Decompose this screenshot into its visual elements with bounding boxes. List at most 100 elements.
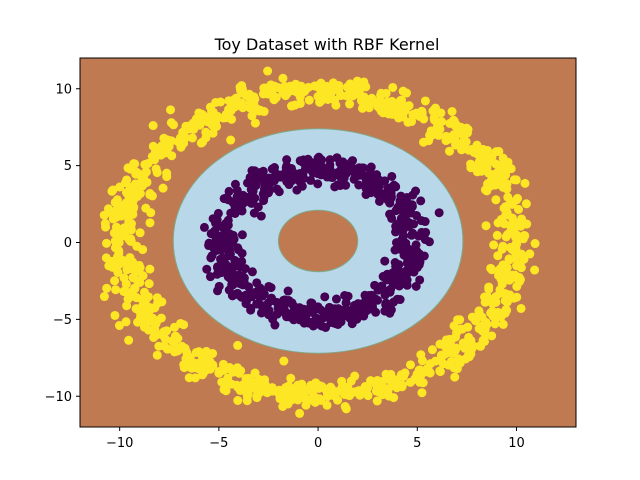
data-point xyxy=(158,183,168,193)
data-point xyxy=(502,297,512,307)
data-point xyxy=(102,283,112,293)
data-point xyxy=(386,193,396,203)
data-point xyxy=(176,139,186,149)
data-point xyxy=(416,196,426,206)
data-point xyxy=(114,321,124,331)
data-point xyxy=(199,222,209,232)
data-point xyxy=(404,218,414,228)
data-point xyxy=(206,253,216,263)
data-point xyxy=(520,178,530,188)
data-point xyxy=(141,203,151,213)
x-tick-label: 0 xyxy=(314,436,322,451)
data-point xyxy=(390,245,400,255)
data-point xyxy=(169,347,179,357)
data-point xyxy=(502,305,512,315)
data-point xyxy=(364,183,374,193)
data-point xyxy=(466,349,476,359)
data-point xyxy=(179,320,189,330)
data-point xyxy=(446,356,456,366)
data-point xyxy=(407,230,417,240)
data-point xyxy=(255,105,265,115)
data-point xyxy=(333,395,343,405)
data-point xyxy=(444,146,454,156)
data-point xyxy=(284,295,294,305)
data-point xyxy=(201,133,211,143)
data-point xyxy=(297,181,307,191)
data-point xyxy=(347,319,357,329)
data-point xyxy=(445,348,455,358)
data-point xyxy=(380,256,390,266)
data-point xyxy=(208,128,218,138)
data-point xyxy=(233,340,243,350)
data-point xyxy=(500,289,510,299)
data-point xyxy=(411,211,421,221)
data-point xyxy=(514,277,524,287)
data-point xyxy=(179,363,189,373)
data-point xyxy=(306,175,316,185)
data-point xyxy=(452,328,462,338)
data-point xyxy=(274,187,284,197)
data-point xyxy=(242,391,252,401)
data-point xyxy=(131,304,141,314)
data-point xyxy=(204,241,214,251)
data-point xyxy=(138,181,147,191)
data-point xyxy=(484,282,494,292)
data-point xyxy=(337,308,347,318)
data-point xyxy=(148,141,158,151)
data-point xyxy=(162,172,172,182)
data-point xyxy=(339,382,349,392)
data-point xyxy=(455,315,465,325)
data-point xyxy=(400,368,410,378)
data-point xyxy=(361,82,371,92)
data-point xyxy=(348,88,358,98)
data-point xyxy=(237,248,247,258)
y-tick-label: −5 xyxy=(53,313,72,328)
data-point xyxy=(299,155,308,165)
data-point xyxy=(122,301,132,311)
data-point xyxy=(195,111,204,121)
data-point xyxy=(190,373,200,383)
data-point xyxy=(126,163,136,173)
data-point xyxy=(285,81,295,91)
x-tick-label: −5 xyxy=(209,436,228,451)
data-point xyxy=(402,88,412,98)
data-point xyxy=(360,382,370,392)
data-point xyxy=(466,163,476,173)
data-point xyxy=(249,380,259,390)
data-point xyxy=(233,198,243,208)
y-tick-label: 0 xyxy=(64,236,72,251)
data-point xyxy=(437,117,447,127)
data-point xyxy=(121,178,131,188)
data-point xyxy=(315,381,325,391)
data-point xyxy=(429,115,439,125)
data-point xyxy=(135,263,145,273)
data-point xyxy=(310,163,320,173)
data-point xyxy=(500,180,510,190)
data-point xyxy=(110,310,120,320)
data-point xyxy=(145,264,155,274)
data-point xyxy=(494,271,504,281)
data-point xyxy=(491,147,501,157)
data-point xyxy=(419,251,429,261)
data-point xyxy=(389,393,399,403)
data-point xyxy=(366,376,376,386)
chart-title: Toy Dataset with RBF Kernel xyxy=(214,35,440,54)
data-point xyxy=(282,161,292,171)
data-point xyxy=(476,341,486,351)
data-point xyxy=(368,97,378,107)
data-point xyxy=(489,308,499,318)
data-point xyxy=(386,305,396,315)
data-point xyxy=(250,193,260,203)
data-point xyxy=(224,104,234,114)
data-point xyxy=(294,83,304,93)
data-point xyxy=(408,111,418,121)
data-point xyxy=(331,294,341,304)
data-point xyxy=(504,229,514,239)
data-point xyxy=(198,368,208,378)
data-point xyxy=(218,240,228,250)
plot-area xyxy=(80,58,576,427)
data-point xyxy=(152,330,162,340)
data-point xyxy=(402,192,412,202)
data-point xyxy=(525,249,535,259)
data-point xyxy=(131,169,141,179)
